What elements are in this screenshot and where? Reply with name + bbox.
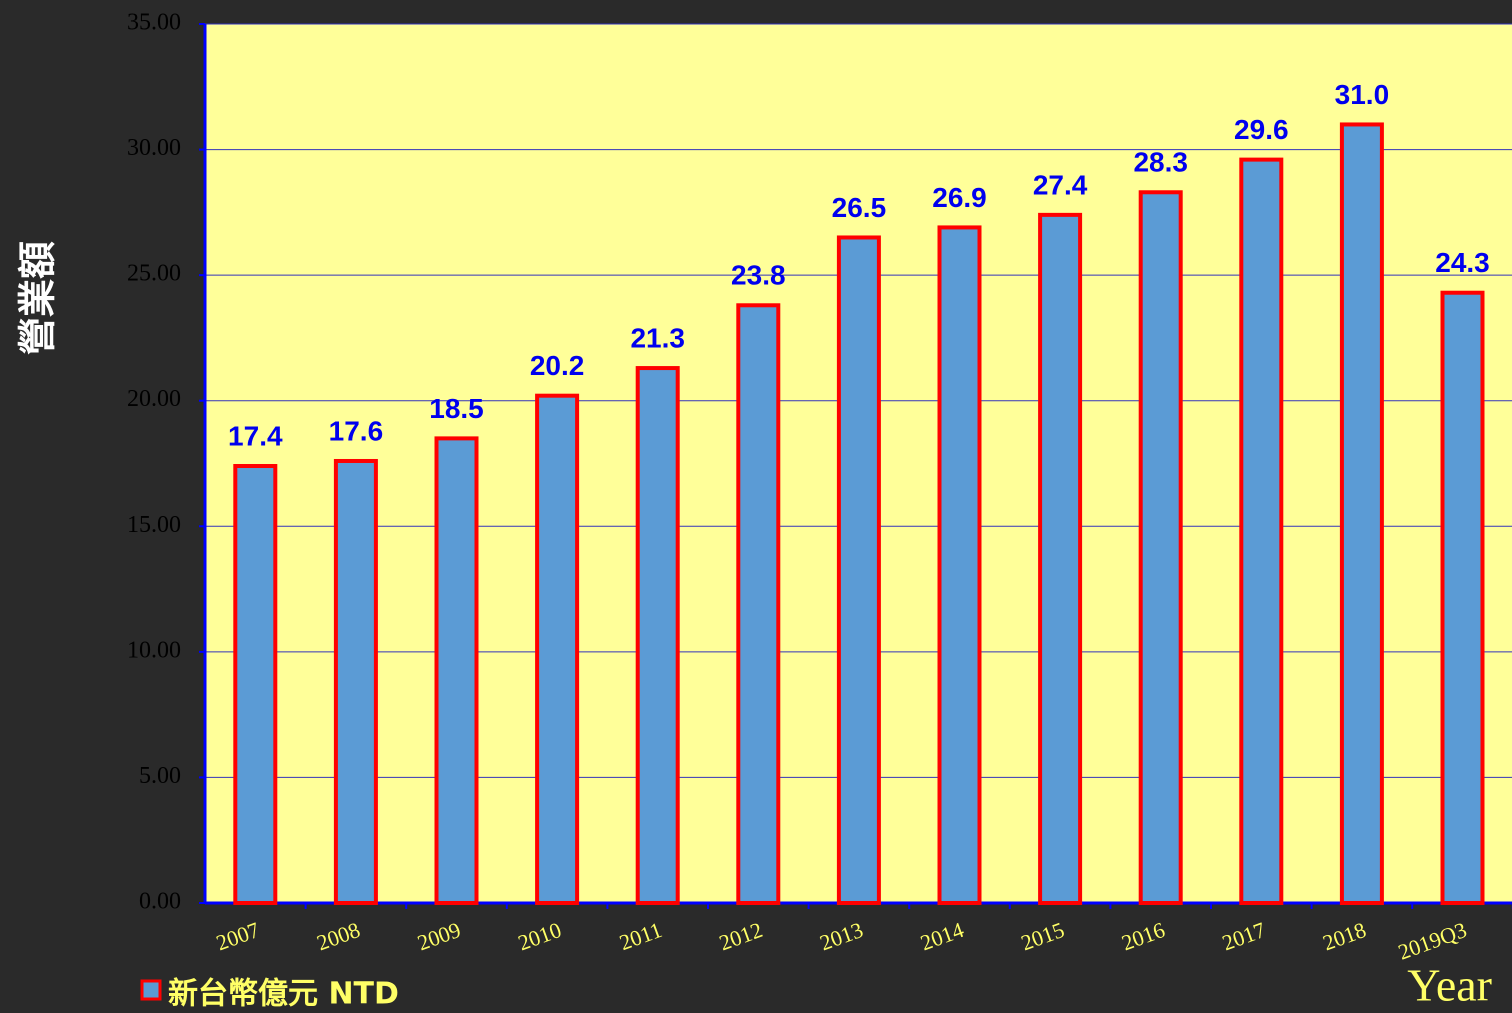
y-tick-label: 35.00 [127,10,181,36]
x-tick-label: 2016 [1118,917,1168,956]
data-label: 20.2 [530,350,585,381]
bar [1440,290,1485,906]
x-tick-label: 2019Q3 [1395,917,1470,965]
bar [1239,157,1284,906]
x-tick-label: 2007 [213,917,263,956]
x-tick-label: 2015 [1018,917,1068,956]
y-tick-label: 10.00 [127,637,181,663]
data-label: 28.3 [1133,147,1188,178]
x-tick-label: 2018 [1319,917,1369,956]
x-tick-label: 2017 [1219,917,1269,956]
x-tick-label: 2013 [816,917,866,956]
data-label: 29.6 [1234,114,1289,145]
data-label: 24.3 [1435,247,1490,278]
x-tick-label: 2014 [917,917,967,956]
bar [535,393,580,905]
data-label: 17.4 [228,420,283,451]
data-label: 31.0 [1335,79,1390,110]
bar [333,458,378,905]
data-label: 27.4 [1033,169,1088,200]
bar [836,235,881,905]
data-label: 18.5 [429,393,484,424]
legend-swatch [140,979,162,1001]
y-tick-label: 5.00 [139,763,181,789]
data-label: 26.5 [832,192,887,223]
bar [635,366,680,905]
bar [1138,190,1183,906]
x-tick-label: 2010 [515,917,565,956]
y-axis-title: 營業額 [16,241,60,355]
x-tick-label: 2009 [414,917,464,956]
x-axis-title: Year [1407,960,1492,1011]
bar [1339,122,1384,905]
bar [1038,212,1083,905]
legend-label: 新台幣億元 NTD [168,977,399,1012]
bar [736,303,781,905]
data-label: 21.3 [630,322,685,353]
x-tick-label: 2012 [716,917,766,956]
bar [434,436,479,905]
y-tick-label: 0.00 [139,889,181,915]
x-tick-label: 2011 [616,917,665,955]
y-tick-label: 15.00 [127,512,181,538]
x-tick-label: 2008 [313,917,363,956]
y-tick-label: 25.00 [127,261,181,287]
data-label: 26.9 [932,182,987,213]
data-label: 17.6 [329,415,384,446]
bar [937,225,982,905]
y-tick-label: 20.00 [127,386,181,412]
data-label: 23.8 [731,260,786,291]
y-tick-label: 30.00 [127,135,181,161]
bar [233,464,278,905]
